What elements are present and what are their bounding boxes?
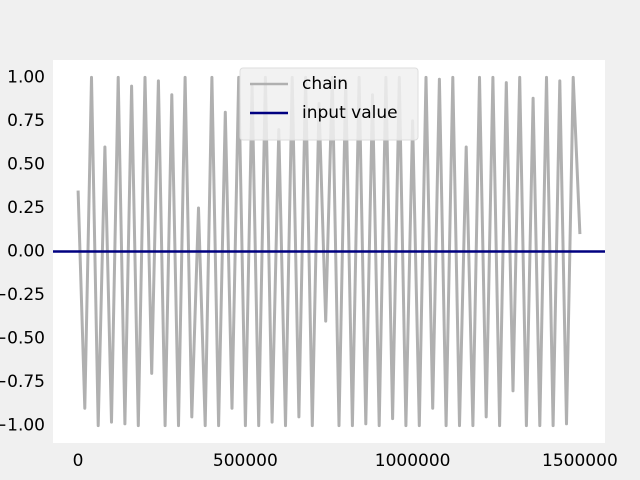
y-tick-label: 0.50 xyxy=(7,154,45,174)
y-tick-label: −0.25 xyxy=(0,285,45,305)
y-tick-label: 1.00 xyxy=(7,67,45,87)
x-tick-label: 0 xyxy=(73,451,84,471)
y-tick-label: −1.00 xyxy=(0,416,45,436)
y-tick-label: −0.50 xyxy=(0,329,45,349)
legend-label: chain xyxy=(302,74,348,94)
legend-label: input value xyxy=(302,103,398,123)
y-tick-label: 0.25 xyxy=(7,198,45,218)
y-tick-label: −0.75 xyxy=(0,372,45,392)
legend-box xyxy=(239,67,419,141)
x-tick-label: 500000 xyxy=(213,451,278,471)
y-tick-label: 0.75 xyxy=(7,111,45,131)
y-tick-label: 0.00 xyxy=(7,242,45,262)
x-tick-label: 1000000 xyxy=(375,451,451,471)
x-tick-label: 1500000 xyxy=(542,451,618,471)
